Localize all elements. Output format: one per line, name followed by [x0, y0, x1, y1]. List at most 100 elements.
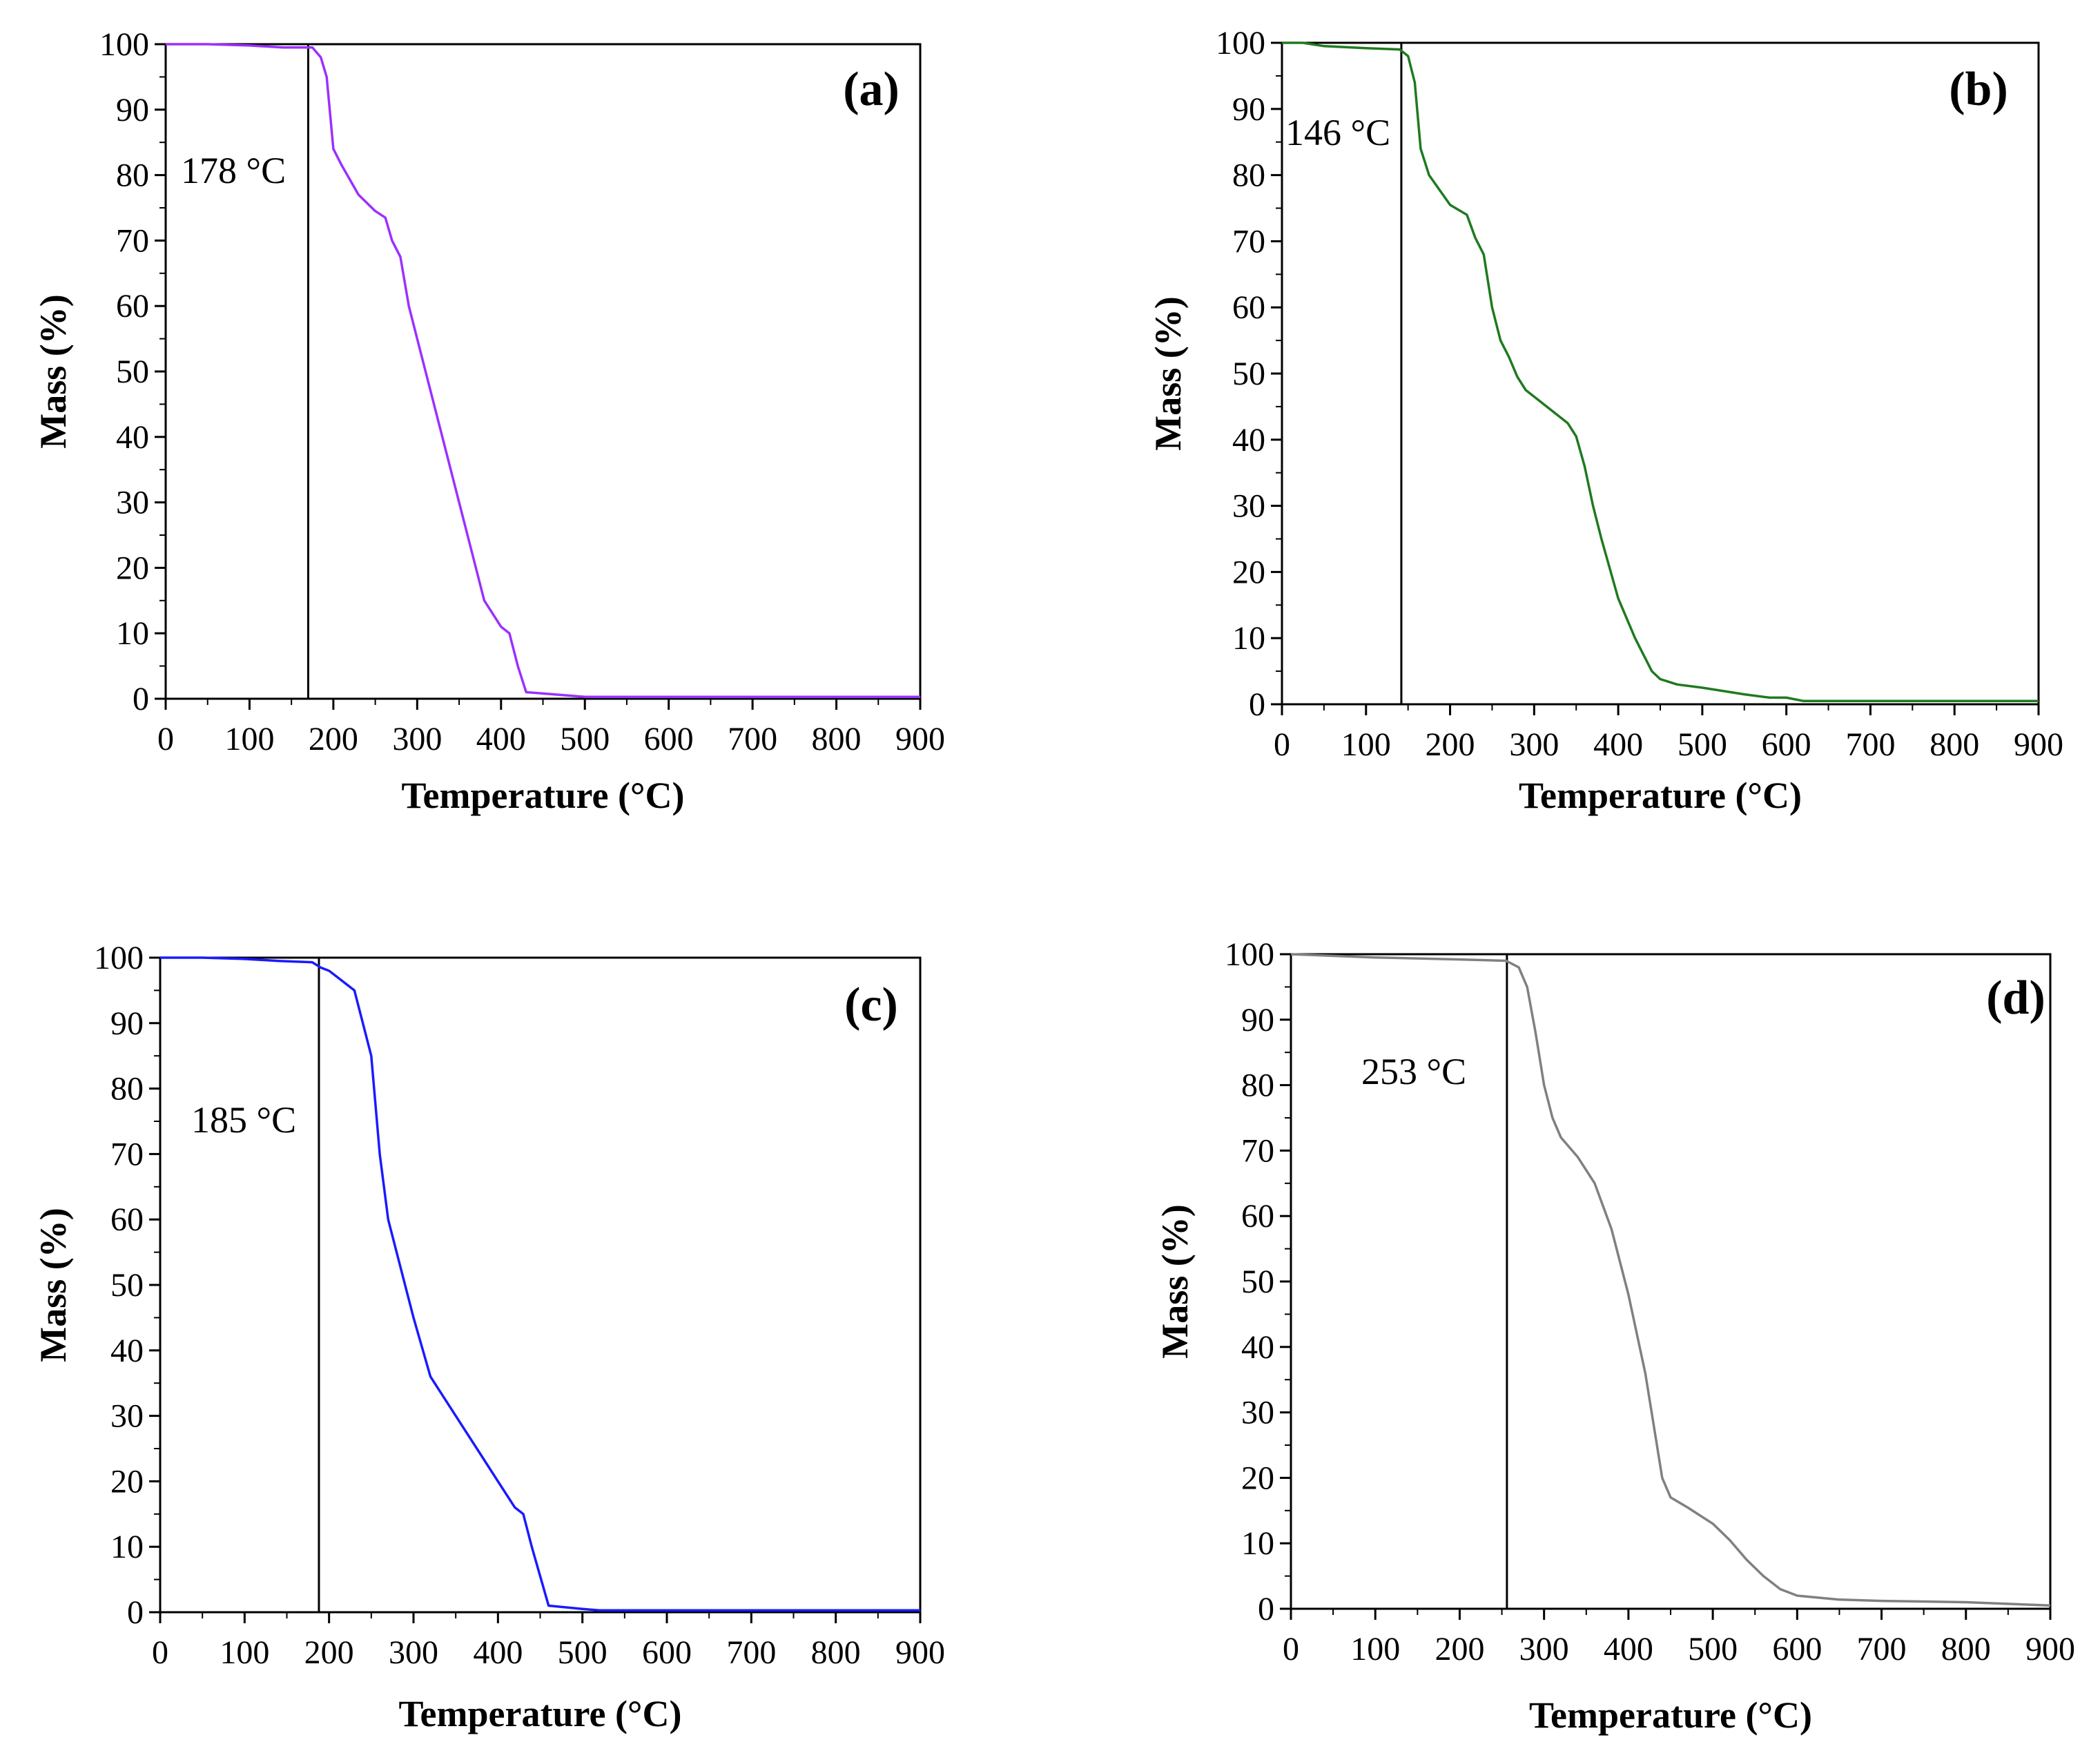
plot-frame [1281, 41, 2040, 706]
y-tick-label: 30 [116, 485, 149, 521]
y-tick-label: 0 [127, 1594, 144, 1631]
x-tick-label: 400 [473, 1634, 523, 1671]
y-tick-label: 100 [1225, 936, 1274, 973]
x-tick-label: 500 [560, 721, 610, 757]
x-tick-label: 900 [2025, 1631, 2075, 1667]
y-tick-label: 90 [116, 92, 149, 128]
panel-d: 0 100 200 300 400 500 600 700 800 900 0 10 20 30 40 50 6… [1154, 936, 2075, 1736]
x-axis-title: Temperature (°C) [1529, 1694, 1812, 1736]
y-tick-label: 50 [1241, 1264, 1274, 1300]
y-tick-label: 100 [1216, 25, 1265, 61]
x-tick-label: 0 [1283, 1631, 1299, 1667]
y-tick-label: 20 [1232, 554, 1265, 590]
x-tick-label: 300 [389, 1634, 438, 1671]
x-tick-label: 800 [811, 1634, 861, 1671]
y-tick-label: 60 [116, 288, 149, 325]
x-tick-label: 100 [1350, 1631, 1400, 1667]
y-axis-title: Mass (%) [1147, 296, 1189, 450]
y-tick-label: 30 [1232, 488, 1265, 525]
y-tick-label: 90 [110, 1005, 144, 1042]
x-tick-label: 300 [1519, 1631, 1569, 1667]
panel-a: 0 100 200 300 400 500 600 700 800 900 0 10 20 30 40 50 6… [32, 26, 945, 816]
x-tick-label: 200 [304, 1634, 354, 1671]
panel-b: 0 100 200 300 400 500 600 700 800 900 0 10 20 30 40 50 6… [1147, 25, 2063, 816]
x-tick-label: 300 [1509, 726, 1559, 763]
x-tick-label: 0 [1274, 726, 1290, 763]
y-axis-title: Mass (%) [32, 294, 74, 448]
x-axis-title: Temperature (°C) [401, 775, 684, 816]
y-tick-label: 20 [116, 550, 149, 586]
x-tick-label: 800 [812, 721, 862, 757]
y-tick-label: 80 [116, 157, 149, 194]
y-tick-label: 10 [110, 1529, 144, 1565]
panel-letter: (b) [1949, 63, 2008, 116]
x-tick-label: 700 [728, 721, 777, 757]
mass-loss-curve [166, 43, 920, 698]
panel-letter: (c) [844, 978, 898, 1032]
x-tick-label: 900 [895, 1634, 945, 1671]
y-tick-label: 40 [1232, 422, 1265, 458]
x-tick-label: 800 [1941, 1631, 1991, 1667]
x-tick-label: 700 [1857, 1631, 1907, 1667]
y-tick-label: 40 [116, 419, 149, 456]
x-tick-label: 100 [224, 721, 274, 757]
y-tick-label: 70 [1241, 1132, 1274, 1169]
x-tick-label: 200 [1426, 726, 1475, 763]
x-tick-label: 600 [1772, 1631, 1822, 1667]
x-tick-label: 100 [220, 1634, 269, 1671]
x-tick-label: 100 [1341, 726, 1391, 763]
y-tick-label: 70 [1232, 223, 1265, 260]
y-tick-label: 90 [1241, 1002, 1274, 1038]
x-tick-label: 500 [1678, 726, 1727, 763]
x-tick-label: 200 [309, 721, 358, 757]
x-tick-label: 800 [1929, 726, 1979, 763]
mass-loss-curve [1282, 41, 2039, 702]
y-tick-label: 50 [116, 354, 149, 390]
y-tick-label: 30 [1241, 1395, 1274, 1431]
y-tick-label: 0 [1258, 1591, 1274, 1627]
y-tick-label: 90 [1232, 91, 1265, 128]
x-tick-label: 900 [895, 721, 945, 757]
y-tick-label: 80 [1232, 157, 1265, 194]
plot-frame [159, 956, 922, 1614]
x-tick-label: 900 [2014, 726, 2063, 763]
y-tick-label: 20 [110, 1463, 144, 1500]
y-tick-label: 80 [1241, 1067, 1274, 1104]
y-tick-label: 60 [1232, 289, 1265, 326]
y-tick-label: 30 [110, 1398, 144, 1435]
y-tick-label: 70 [110, 1136, 144, 1172]
y-tick-label: 60 [1241, 1198, 1274, 1235]
x-tick-label: 200 [1435, 1631, 1484, 1667]
y-tick-label: 40 [110, 1333, 144, 1369]
x-tick-label: 0 [157, 721, 174, 757]
y-axis-title: Mass (%) [1154, 1204, 1196, 1358]
panel-letter: (a) [843, 63, 900, 116]
x-tick-label: 0 [152, 1634, 168, 1671]
y-tick-label: 20 [1241, 1460, 1274, 1496]
y-tick-label: 80 [110, 1071, 144, 1107]
x-tick-label: 600 [642, 1634, 692, 1671]
onset-annotation: 178 °C [181, 150, 286, 191]
y-axis-title: Mass (%) [32, 1208, 74, 1362]
x-tick-label: 700 [1845, 726, 1895, 763]
onset-annotation: 185 °C [191, 1099, 296, 1141]
x-tick-label: 300 [392, 721, 442, 757]
y-tick-label: 50 [1232, 356, 1265, 392]
y-tick-label: 0 [133, 681, 149, 717]
onset-annotation: 146 °C [1285, 112, 1390, 153]
y-tick-label: 100 [94, 940, 144, 976]
x-tick-label: 500 [558, 1634, 607, 1671]
mass-loss-curve [1290, 953, 2051, 1607]
y-tick-label: 10 [116, 615, 149, 652]
y-tick-label: 10 [1232, 620, 1265, 657]
x-tick-label: 500 [1688, 1631, 1738, 1667]
panel-c: 0 100 200 300 400 500 600 700 800 900 0 10 20 30 40 50 6… [32, 940, 945, 1734]
x-tick-label: 400 [1604, 1631, 1653, 1667]
y-tick-label: 0 [1249, 686, 1265, 723]
x-tick-label: 600 [644, 721, 694, 757]
y-tick-label: 70 [116, 222, 149, 259]
y-tick-label: 100 [99, 26, 149, 63]
y-tick-label: 10 [1241, 1525, 1274, 1562]
x-axis-title: Temperature (°C) [398, 1693, 681, 1734]
